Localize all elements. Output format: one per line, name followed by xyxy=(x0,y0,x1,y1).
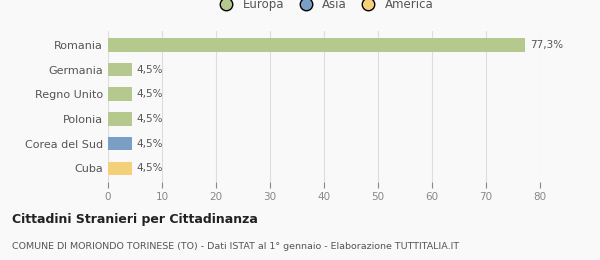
Text: 4,5%: 4,5% xyxy=(137,163,163,173)
Text: Cittadini Stranieri per Cittadinanza: Cittadini Stranieri per Cittadinanza xyxy=(12,213,258,226)
Bar xyxy=(108,161,133,175)
Legend: Europa, Asia, America: Europa, Asia, America xyxy=(211,0,437,15)
Bar xyxy=(108,137,133,151)
Text: 77,3%: 77,3% xyxy=(530,40,563,50)
Text: COMUNE DI MORIONDO TORINESE (TO) - Dati ISTAT al 1° gennaio - Elaborazione TUTTI: COMUNE DI MORIONDO TORINESE (TO) - Dati … xyxy=(12,242,459,251)
Text: 4,5%: 4,5% xyxy=(137,139,163,149)
Bar xyxy=(108,38,526,52)
Text: 4,5%: 4,5% xyxy=(137,64,163,75)
Text: 4,5%: 4,5% xyxy=(137,89,163,99)
Bar xyxy=(108,87,133,101)
Text: 4,5%: 4,5% xyxy=(137,114,163,124)
Bar xyxy=(108,112,133,126)
Bar xyxy=(108,63,133,76)
